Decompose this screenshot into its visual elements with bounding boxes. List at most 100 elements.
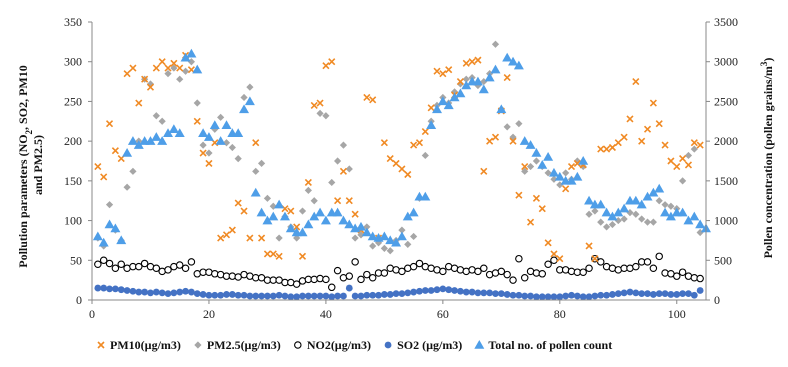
series-0-point (532, 194, 540, 202)
series-1-point (649, 218, 657, 226)
series-3-point (421, 287, 429, 294)
series-0-point (427, 104, 435, 112)
series-1-point (562, 169, 570, 177)
series-0-point (217, 234, 225, 242)
series-0-point (684, 161, 693, 169)
series-1-point (608, 220, 617, 229)
series-0-point (491, 133, 500, 141)
series-3-point (217, 291, 225, 299)
series-4-point (391, 237, 402, 247)
series-0-point-stroke-b (258, 234, 266, 242)
series-0-point-stroke-b (480, 167, 488, 175)
series-0-point-stroke-b (304, 178, 312, 187)
legend-label-4: Total no. of pollen count (488, 338, 612, 352)
series-3-point (609, 291, 616, 298)
series-0-point (363, 93, 371, 102)
plot-area (92, 40, 711, 301)
series-0-point-stroke-b (544, 239, 552, 247)
series-1-point (199, 141, 207, 149)
series-0-point (287, 207, 295, 215)
series-1-point (585, 210, 593, 218)
y-left-tick-label: 300 (64, 55, 82, 69)
series-3-point (293, 293, 301, 301)
series-0-point-stroke-b (620, 133, 628, 141)
series-0-point-stroke-b (415, 139, 424, 147)
series-3-point (585, 293, 593, 301)
series-3-point (176, 288, 184, 296)
series-0-point-stroke-b (316, 99, 324, 107)
series-3-point (521, 292, 529, 300)
series-0-point (176, 64, 184, 72)
series-0-point-stroke-b (521, 162, 529, 171)
series-4-point (233, 128, 244, 137)
series-0-point-stroke-b (655, 120, 663, 128)
series-2-point (105, 259, 114, 268)
y-right-tick-label: 2500 (714, 94, 738, 108)
series-0-point-stroke-b (468, 58, 476, 66)
series-4-point (192, 64, 203, 74)
series-0-point-stroke-b (433, 67, 441, 75)
series-2-point (585, 264, 593, 272)
series-0-point (105, 120, 114, 128)
series-0-point-stroke-b (573, 159, 581, 167)
series-0-point-stroke-b (328, 58, 336, 66)
series-2-point (632, 262, 640, 271)
series-3-point (123, 287, 131, 294)
series-4-point (309, 211, 320, 221)
series-0-point (538, 205, 546, 213)
series-3-point (340, 292, 347, 300)
series-0-point-stroke-b (246, 234, 254, 242)
series-0-point-stroke-b (591, 255, 599, 263)
series-2-point (409, 262, 418, 271)
series-0-point (351, 210, 359, 218)
y-right-tick-label: 2000 (714, 134, 738, 148)
series-1-point (152, 112, 160, 120)
series-0-point-stroke-b (205, 159, 213, 167)
series-4-point (432, 104, 443, 114)
legend-label-1: PM2.5(µg/m3) (207, 338, 281, 352)
series-4-point (660, 207, 671, 217)
series-3-point (369, 291, 377, 299)
legend-item-3: SO2 (µg/m3) (384, 338, 462, 352)
series-4-point (537, 159, 548, 169)
series-0-point-stroke-b (410, 141, 418, 149)
series-3-point (345, 284, 353, 292)
series-0-point-stroke-b (696, 141, 704, 149)
series-3-point (667, 291, 675, 298)
series-1-point (257, 159, 266, 167)
series-3-point (234, 291, 242, 299)
series-4-point (595, 199, 606, 209)
series-1-point (638, 215, 646, 223)
series-0-point-stroke-b (638, 137, 646, 145)
series-4 (92, 48, 711, 247)
series-1-point (263, 194, 272, 202)
series-4-point (279, 211, 290, 221)
series-0-point (608, 143, 617, 152)
series-0-point (345, 197, 353, 205)
series-4-point (484, 72, 495, 82)
series-4-point (402, 211, 413, 221)
series-2-point (503, 270, 511, 279)
series-3-point (497, 290, 505, 298)
series-1-point (298, 207, 307, 215)
series-2-point (673, 272, 681, 280)
series-3-point (591, 292, 599, 300)
series-3-point (556, 293, 564, 301)
series-4-point (584, 195, 595, 205)
series-3-point (193, 290, 201, 298)
series-1-point (532, 157, 541, 165)
legend-item-1: PM2.5(µg/m3) (194, 338, 281, 352)
series-3-point (147, 289, 154, 297)
series-1-point (357, 231, 365, 239)
y-right-tick-label: 1500 (714, 174, 738, 188)
series-2-point (649, 264, 658, 272)
series-3-point (246, 292, 254, 300)
series-3-point (228, 291, 236, 298)
series-4-point (157, 136, 168, 145)
series-3-point (533, 293, 540, 301)
series-0-point (129, 64, 137, 72)
series-3-point (316, 292, 324, 300)
series-0-point (486, 137, 494, 145)
series-1-point (170, 64, 178, 72)
series-3-point (269, 292, 277, 300)
